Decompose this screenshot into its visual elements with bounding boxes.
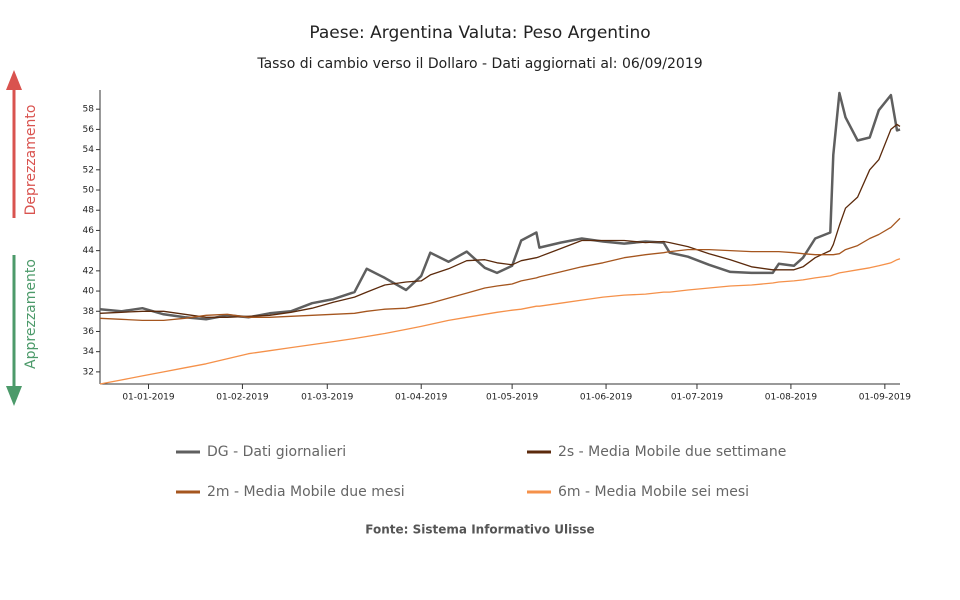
legend-label: 6m - Media Mobile sei mesi <box>558 484 749 500</box>
x-tick-label: 01-05-2019 <box>486 393 539 403</box>
x-tick-label: 01-06-2019 <box>580 393 633 403</box>
legend-label: DG - Dati giornalieri <box>207 444 346 460</box>
y-tick-label: 56 <box>83 125 95 135</box>
series-line <box>99 258 901 385</box>
x-tick-label: 01-03-2019 <box>301 393 354 403</box>
y-tick-label: 46 <box>83 226 95 236</box>
down-arrowhead <box>6 386 22 406</box>
x-tick-label: 01-08-2019 <box>765 393 818 403</box>
y-tick-label: 54 <box>83 145 95 155</box>
appreciation-label: Apprezzamento <box>23 259 39 369</box>
legend-label: 2s - Media Mobile due settimane <box>558 444 786 460</box>
chart-subtitle: Tasso di cambio verso il Dollaro - Dati … <box>256 56 702 72</box>
x-tick-label: 01-01-2019 <box>122 393 175 403</box>
series-line <box>99 123 901 318</box>
x-tick-label: 01-02-2019 <box>216 393 269 403</box>
source-note: Fonte: Sistema Informativo Ulisse <box>365 523 594 537</box>
y-tick-label: 38 <box>83 307 95 317</box>
y-tick-label: 48 <box>83 206 95 216</box>
y-tick-label: 52 <box>83 165 94 175</box>
chart-title: Paese: Argentina Valuta: Peso Argentino <box>309 23 650 43</box>
legend-label: 2m - Media Mobile due mesi <box>207 484 405 500</box>
up-arrowhead <box>6 70 22 90</box>
series-line <box>99 217 901 322</box>
y-tick-label: 44 <box>83 246 95 256</box>
depreciation-label: Deprezzamento <box>23 105 39 216</box>
x-tick-label: 01-09-2019 <box>859 393 912 403</box>
y-tick-label: 36 <box>83 327 95 337</box>
y-tick-label: 40 <box>83 287 95 297</box>
y-tick-label: 58 <box>83 105 95 115</box>
x-tick-label: 01-04-2019 <box>395 393 448 403</box>
y-tick-label: 42 <box>83 266 94 276</box>
y-tick-label: 34 <box>83 347 95 357</box>
x-tick-label: 01-07-2019 <box>671 393 724 403</box>
series-line <box>99 91 901 321</box>
y-tick-label: 50 <box>83 186 95 196</box>
y-tick-label: 32 <box>83 367 94 377</box>
